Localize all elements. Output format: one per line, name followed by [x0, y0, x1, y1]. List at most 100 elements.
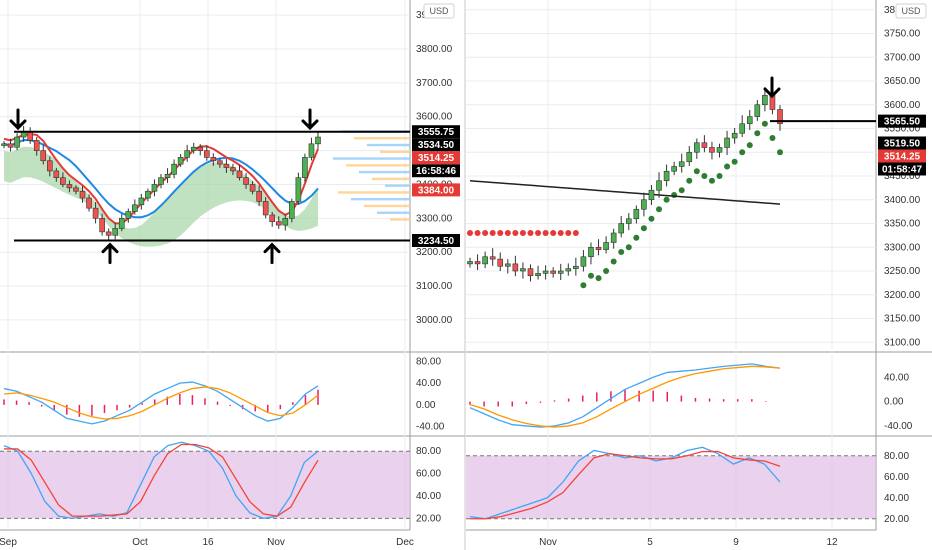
y-tick-label: 3200.00: [416, 247, 453, 258]
candle-body: [184, 150, 190, 158]
left-stoch-panel: [0, 441, 410, 520]
supertrend-dot: [565, 230, 572, 236]
y-tick-label: 3100.00: [416, 281, 453, 292]
macd-y-tick: -40.00: [416, 422, 445, 433]
x-tick-label: 12: [826, 537, 838, 548]
arrow-up-icon: [101, 242, 119, 265]
candle-body: [716, 147, 723, 153]
supertrend-dot: [595, 275, 602, 282]
price-tag-label: 3234.50: [418, 236, 455, 247]
sma-line: [469, 180, 781, 205]
candle-body: [177, 157, 184, 165]
candle-body: [249, 184, 256, 192]
volume-profile-bar: [338, 191, 410, 194]
candle-body: [701, 142, 708, 148]
right-indicators: [467, 120, 783, 289]
price-tag-label: 3514.25: [418, 153, 455, 164]
price-tag: 3565.50: [878, 114, 926, 128]
candle-body: [663, 170, 670, 182]
macd-y-tick: -40.00: [884, 421, 913, 432]
y-tick-label: 3650.00: [884, 76, 921, 87]
candle-body: [158, 177, 164, 185]
price-tag-label: 16:58:46: [416, 166, 456, 177]
supertrend-dot: [640, 225, 647, 232]
right-price-axis: 3100.00 3150.00 3200.00 3250.00 3300.00 3350.…: [878, 5, 926, 525]
candle-body: [289, 201, 295, 219]
candle-body: [557, 270, 564, 274]
right-annotations: [763, 76, 876, 123]
price-tag-bg: [412, 125, 460, 139]
price-tag-bg: [412, 234, 460, 248]
volume-profile-bar: [346, 164, 410, 167]
supertrend-dot: [527, 230, 534, 236]
candle-body: [79, 190, 86, 199]
candle-body: [308, 143, 315, 158]
right-time-axis: Nov 5 9 12: [539, 537, 838, 548]
supertrend-dot: [587, 272, 594, 279]
supertrend-dot: [701, 173, 708, 179]
price-tag-bg: [412, 164, 460, 178]
candle-body: [210, 157, 217, 162]
candle-body: [482, 256, 488, 265]
supertrend-dot: [678, 187, 685, 194]
y-tick-label: 3600.00: [416, 112, 453, 123]
y-tick-label: 3400.00: [884, 195, 921, 206]
candle-body: [60, 177, 66, 185]
candle-body: [671, 166, 677, 172]
candle-body: [467, 261, 473, 265]
candle-body: [512, 263, 519, 272]
supertrend-dot: [482, 230, 489, 236]
y-tick-label: 3700.00: [416, 78, 453, 89]
stoch-y-tick: 80.00: [416, 446, 441, 457]
candle-body: [588, 246, 594, 258]
candle-body: [33, 140, 40, 151]
price-tag-label: 3384.00: [418, 185, 455, 196]
price-tag-bg: [412, 138, 460, 152]
stoch-y-tick: 40.00: [416, 491, 441, 502]
candle-body: [656, 180, 662, 191]
candle-body: [489, 256, 496, 260]
price-tag-label: 3534.50: [418, 140, 455, 151]
supertrend-dot: [663, 196, 670, 203]
right-macd-panel: [469, 363, 781, 428]
x-tick-label: 9: [733, 537, 739, 548]
y-tick-label: 3300.00: [884, 242, 921, 253]
candle-body: [1, 143, 7, 146]
left-currency-badge[interactable]: USD: [423, 3, 455, 19]
candle-body: [648, 189, 655, 201]
price-tag: 3519.50: [878, 136, 926, 150]
candle-body: [7, 143, 14, 148]
y-tick-label: 3150.00: [884, 314, 921, 325]
volume-profile-bar: [377, 211, 410, 214]
candle-body: [275, 221, 282, 226]
supertrend-dot: [610, 258, 617, 265]
candle-body: [27, 131, 33, 141]
price-tag: 3534.50: [412, 138, 460, 152]
macd-y-tick: 0.00: [416, 400, 436, 411]
y-tick-label: 3600.00: [884, 100, 921, 111]
volume-profile-bar: [367, 143, 410, 147]
supertrend-dot: [671, 192, 678, 198]
stoch-y-tick: 80.00: [884, 451, 909, 462]
volume-profile-bar: [333, 157, 410, 160]
supertrend-dot: [542, 230, 549, 236]
price-tag-bg: [412, 183, 460, 197]
supertrend-dot: [761, 120, 768, 127]
right-currency-badge[interactable]: USD: [895, 3, 927, 19]
macd-y-tick: 40.00: [416, 378, 441, 389]
candle-body: [86, 197, 92, 209]
candle-body: [573, 265, 579, 269]
left-price-axis: 3000.003100.003200.003300.003400.003500.…: [412, 10, 460, 524]
candle-body: [99, 218, 105, 233]
price-tag-label: 3514.25: [884, 151, 921, 162]
signal-line: [469, 365, 781, 428]
x-tick-label: Dec: [396, 537, 414, 548]
candle-body: [505, 263, 511, 267]
price-tag: 3514.25: [878, 149, 926, 163]
price-tag: 3514.25: [412, 151, 460, 165]
candle-body: [256, 190, 262, 202]
candle-body: [203, 150, 210, 158]
y-tick-label: 3700.00: [884, 52, 921, 63]
candle-body: [625, 218, 632, 224]
x-tick-label: 5: [647, 537, 653, 548]
